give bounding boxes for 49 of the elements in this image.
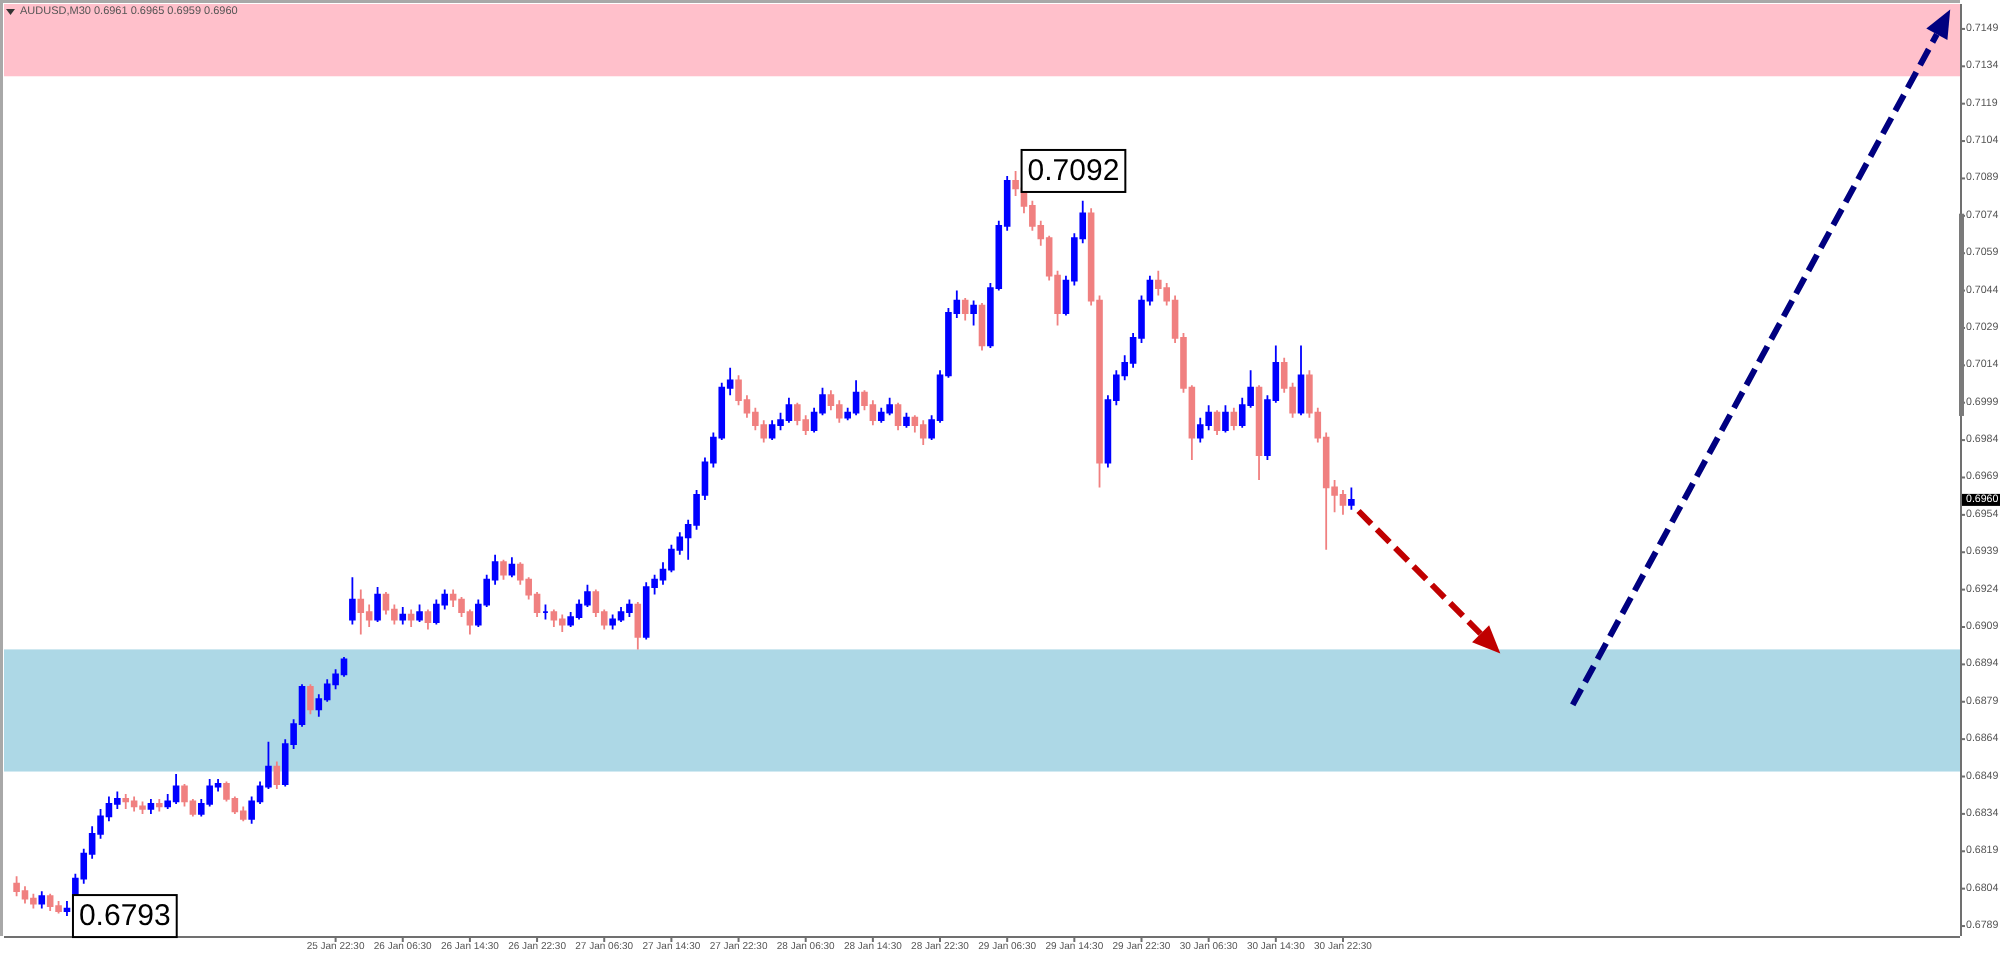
candlestick: [961, 297, 969, 322]
candlestick: [399, 606, 407, 626]
candlestick: [206, 778, 213, 808]
candlestick: [886, 396, 893, 417]
candlestick: [13, 875, 20, 898]
candlestick: [500, 558, 507, 581]
candlestick: [508, 556, 516, 579]
candlestick: [558, 613, 566, 633]
candlestick: [626, 598, 633, 618]
candlestick: [542, 603, 549, 621]
candlestick: [424, 608, 432, 631]
candlestick: [46, 892, 54, 912]
candlestick: [30, 892, 37, 910]
candlestick: [609, 613, 616, 631]
candlestick: [794, 401, 801, 427]
candlestick: [374, 586, 381, 623]
candlestick: [55, 900, 62, 915]
candlestick: [122, 793, 130, 810]
candlestick: [785, 396, 793, 424]
candlestick: [919, 419, 927, 446]
candlestick: [38, 890, 46, 910]
annotation: 0.6793: [78, 899, 171, 934]
candlestick: [130, 795, 138, 813]
candlestick: [550, 608, 558, 628]
annotation: 0.7092: [1027, 153, 1120, 188]
candlestick: [903, 411, 910, 429]
candlestick: [877, 406, 885, 424]
candlestick: [156, 798, 163, 813]
candlestick: [172, 773, 180, 805]
candlestick: [357, 588, 365, 636]
candlestick: [852, 379, 860, 417]
candlestick: [416, 603, 423, 623]
candlestick: [1230, 406, 1238, 432]
candlestick: [63, 900, 71, 917]
candlestick: [349, 576, 356, 626]
candlestick: [1012, 170, 1019, 197]
candlestick: [1348, 486, 1355, 511]
candlestick: [642, 581, 650, 641]
candlestick: [407, 608, 415, 628]
candlestick: [147, 798, 155, 815]
candlestick: [181, 783, 188, 808]
candlestick: [139, 800, 146, 815]
candlestick: [970, 299, 977, 327]
candlestick: [307, 683, 314, 716]
candlestick: [1297, 344, 1305, 417]
candlestick: [433, 598, 440, 626]
candlestick: [617, 606, 625, 623]
candlestick: [1222, 404, 1229, 434]
candlestick: [768, 419, 776, 441]
